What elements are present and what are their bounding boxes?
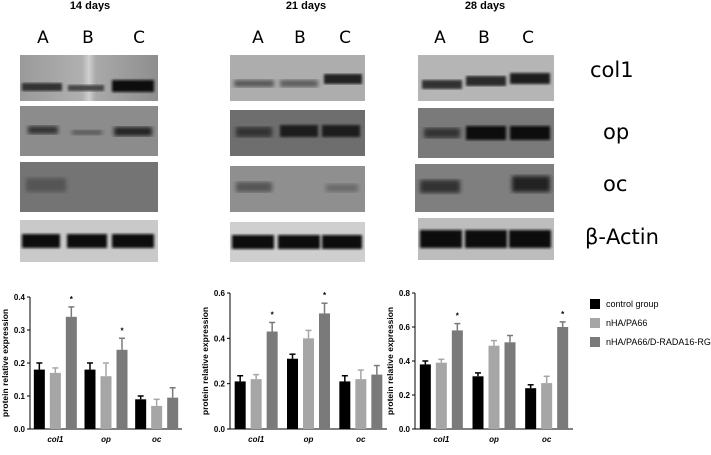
y-axis-label: protein relative expression [200, 307, 210, 415]
bar [488, 345, 500, 429]
y-tick-label: 0.2 [399, 391, 411, 400]
lane-label-b: B [294, 28, 306, 48]
significance-marker: * [120, 326, 124, 335]
bar [339, 381, 351, 429]
y-tick-label: 0.2 [214, 380, 226, 389]
legend-label: control group [606, 298, 659, 309]
bar [504, 342, 516, 429]
significance-marker: * [271, 310, 275, 319]
bar [234, 381, 246, 429]
bar [525, 388, 537, 429]
y-tick-label: 0.3 [14, 326, 26, 335]
bar [435, 362, 447, 429]
bar [541, 383, 553, 429]
y-tick-label: 0.0 [399, 425, 411, 434]
x-tick-label: col1 [248, 435, 265, 444]
x-tick-label: col1 [433, 435, 450, 444]
legend-swatch [590, 336, 600, 347]
band-label-beta-actin: β-Actin [585, 225, 659, 249]
bar [472, 376, 484, 429]
band-label-oc: oc [603, 172, 628, 196]
bar [167, 397, 179, 429]
lane-label-a: A [37, 28, 49, 48]
significance-marker: * [70, 295, 74, 304]
legend-item: nHA/PA66/D-RADA16-RGD [590, 332, 711, 351]
bar [33, 369, 45, 429]
y-tick-label: 0.4 [14, 293, 26, 302]
x-tick-label: oc [152, 435, 162, 444]
y-tick-label: 0.6 [399, 323, 411, 332]
band-label-op: op [603, 120, 630, 144]
lane-label-b: B [82, 28, 94, 48]
bar [287, 358, 298, 429]
significance-marker: * [456, 312, 460, 321]
bar [100, 376, 112, 429]
lane-label-c: C [522, 28, 534, 48]
panel-title-21-days: 21 days [285, 0, 327, 12]
x-tick-label: col1 [47, 435, 64, 444]
bar [135, 399, 147, 429]
y-axis-label: protein relative expression [0, 309, 10, 417]
bar [557, 327, 569, 429]
y-tick-label: 0.8 [399, 289, 411, 298]
legend-swatch [590, 298, 600, 309]
bar [116, 349, 128, 429]
bar [65, 316, 77, 429]
legend-label: nHA/PA66/D-RADA16-RGD [606, 336, 711, 347]
x-tick-label: oc [542, 435, 552, 444]
bar [49, 372, 61, 429]
panel-title-28-days: 28 days [464, 0, 506, 12]
x-tick-label: op [101, 435, 111, 444]
band-label-col1: col1 [590, 58, 634, 82]
legend-item: nHA/PA66 [590, 313, 711, 332]
y-tick-label: 0.0 [14, 425, 26, 434]
legend-swatch [590, 317, 600, 328]
lane-label-a: A [434, 28, 446, 48]
bar-chart-14-days: 0.0 0.1 0.2 0.3 0.4 protein relative expressi… [0, 293, 182, 444]
significance-marker: * [323, 291, 327, 300]
x-tick-label: op [304, 435, 314, 444]
bar [451, 330, 463, 429]
blot-panel-21-days [230, 55, 365, 262]
x-tick-label: oc [356, 435, 366, 444]
bar [355, 379, 367, 429]
bar-chart-28-days: 0.0 0.2 0.4 0.6 0.8 protein relative expressi… [385, 289, 573, 444]
legend-label: nHA/PA66 [606, 317, 648, 328]
y-tick-label: 0.6 [214, 289, 226, 298]
bar [266, 331, 278, 429]
x-tick-label: op [489, 435, 499, 444]
lane-label-a: A [252, 28, 264, 48]
y-tick-label: 0.4 [399, 357, 411, 366]
blot-panel-28-days [415, 55, 554, 260]
lane-label-b: B [478, 28, 490, 48]
y-tick-label: 0.1 [14, 392, 26, 401]
y-tick-label: 0.2 [14, 359, 26, 368]
legend-item: control group [590, 294, 711, 313]
y-tick-label: 0.4 [214, 334, 226, 343]
bar [419, 364, 431, 429]
bar [319, 313, 330, 429]
western-blot-images [20, 55, 554, 262]
bar [250, 379, 262, 429]
lane-label-c: C [339, 28, 351, 48]
significance-marker: * [561, 310, 565, 319]
bar [151, 405, 163, 429]
bar [371, 374, 383, 429]
lane-label-c: C [133, 28, 145, 48]
y-axis-label: protein relative expression [385, 307, 395, 415]
y-tick-label: 0.0 [214, 425, 226, 434]
bar-chart-21-days: 0.0 0.2 0.4 0.6 protein relative expression *… [200, 289, 387, 444]
chart-legend: control group nHA/PA66 nHA/PA66/D-RADA16… [590, 294, 711, 351]
panel-title-14-days: 14 days [69, 0, 111, 12]
bar [84, 369, 96, 429]
blot-col1 [20, 55, 158, 101]
blot-panel-14-days [20, 55, 158, 262]
bar [303, 338, 314, 429]
